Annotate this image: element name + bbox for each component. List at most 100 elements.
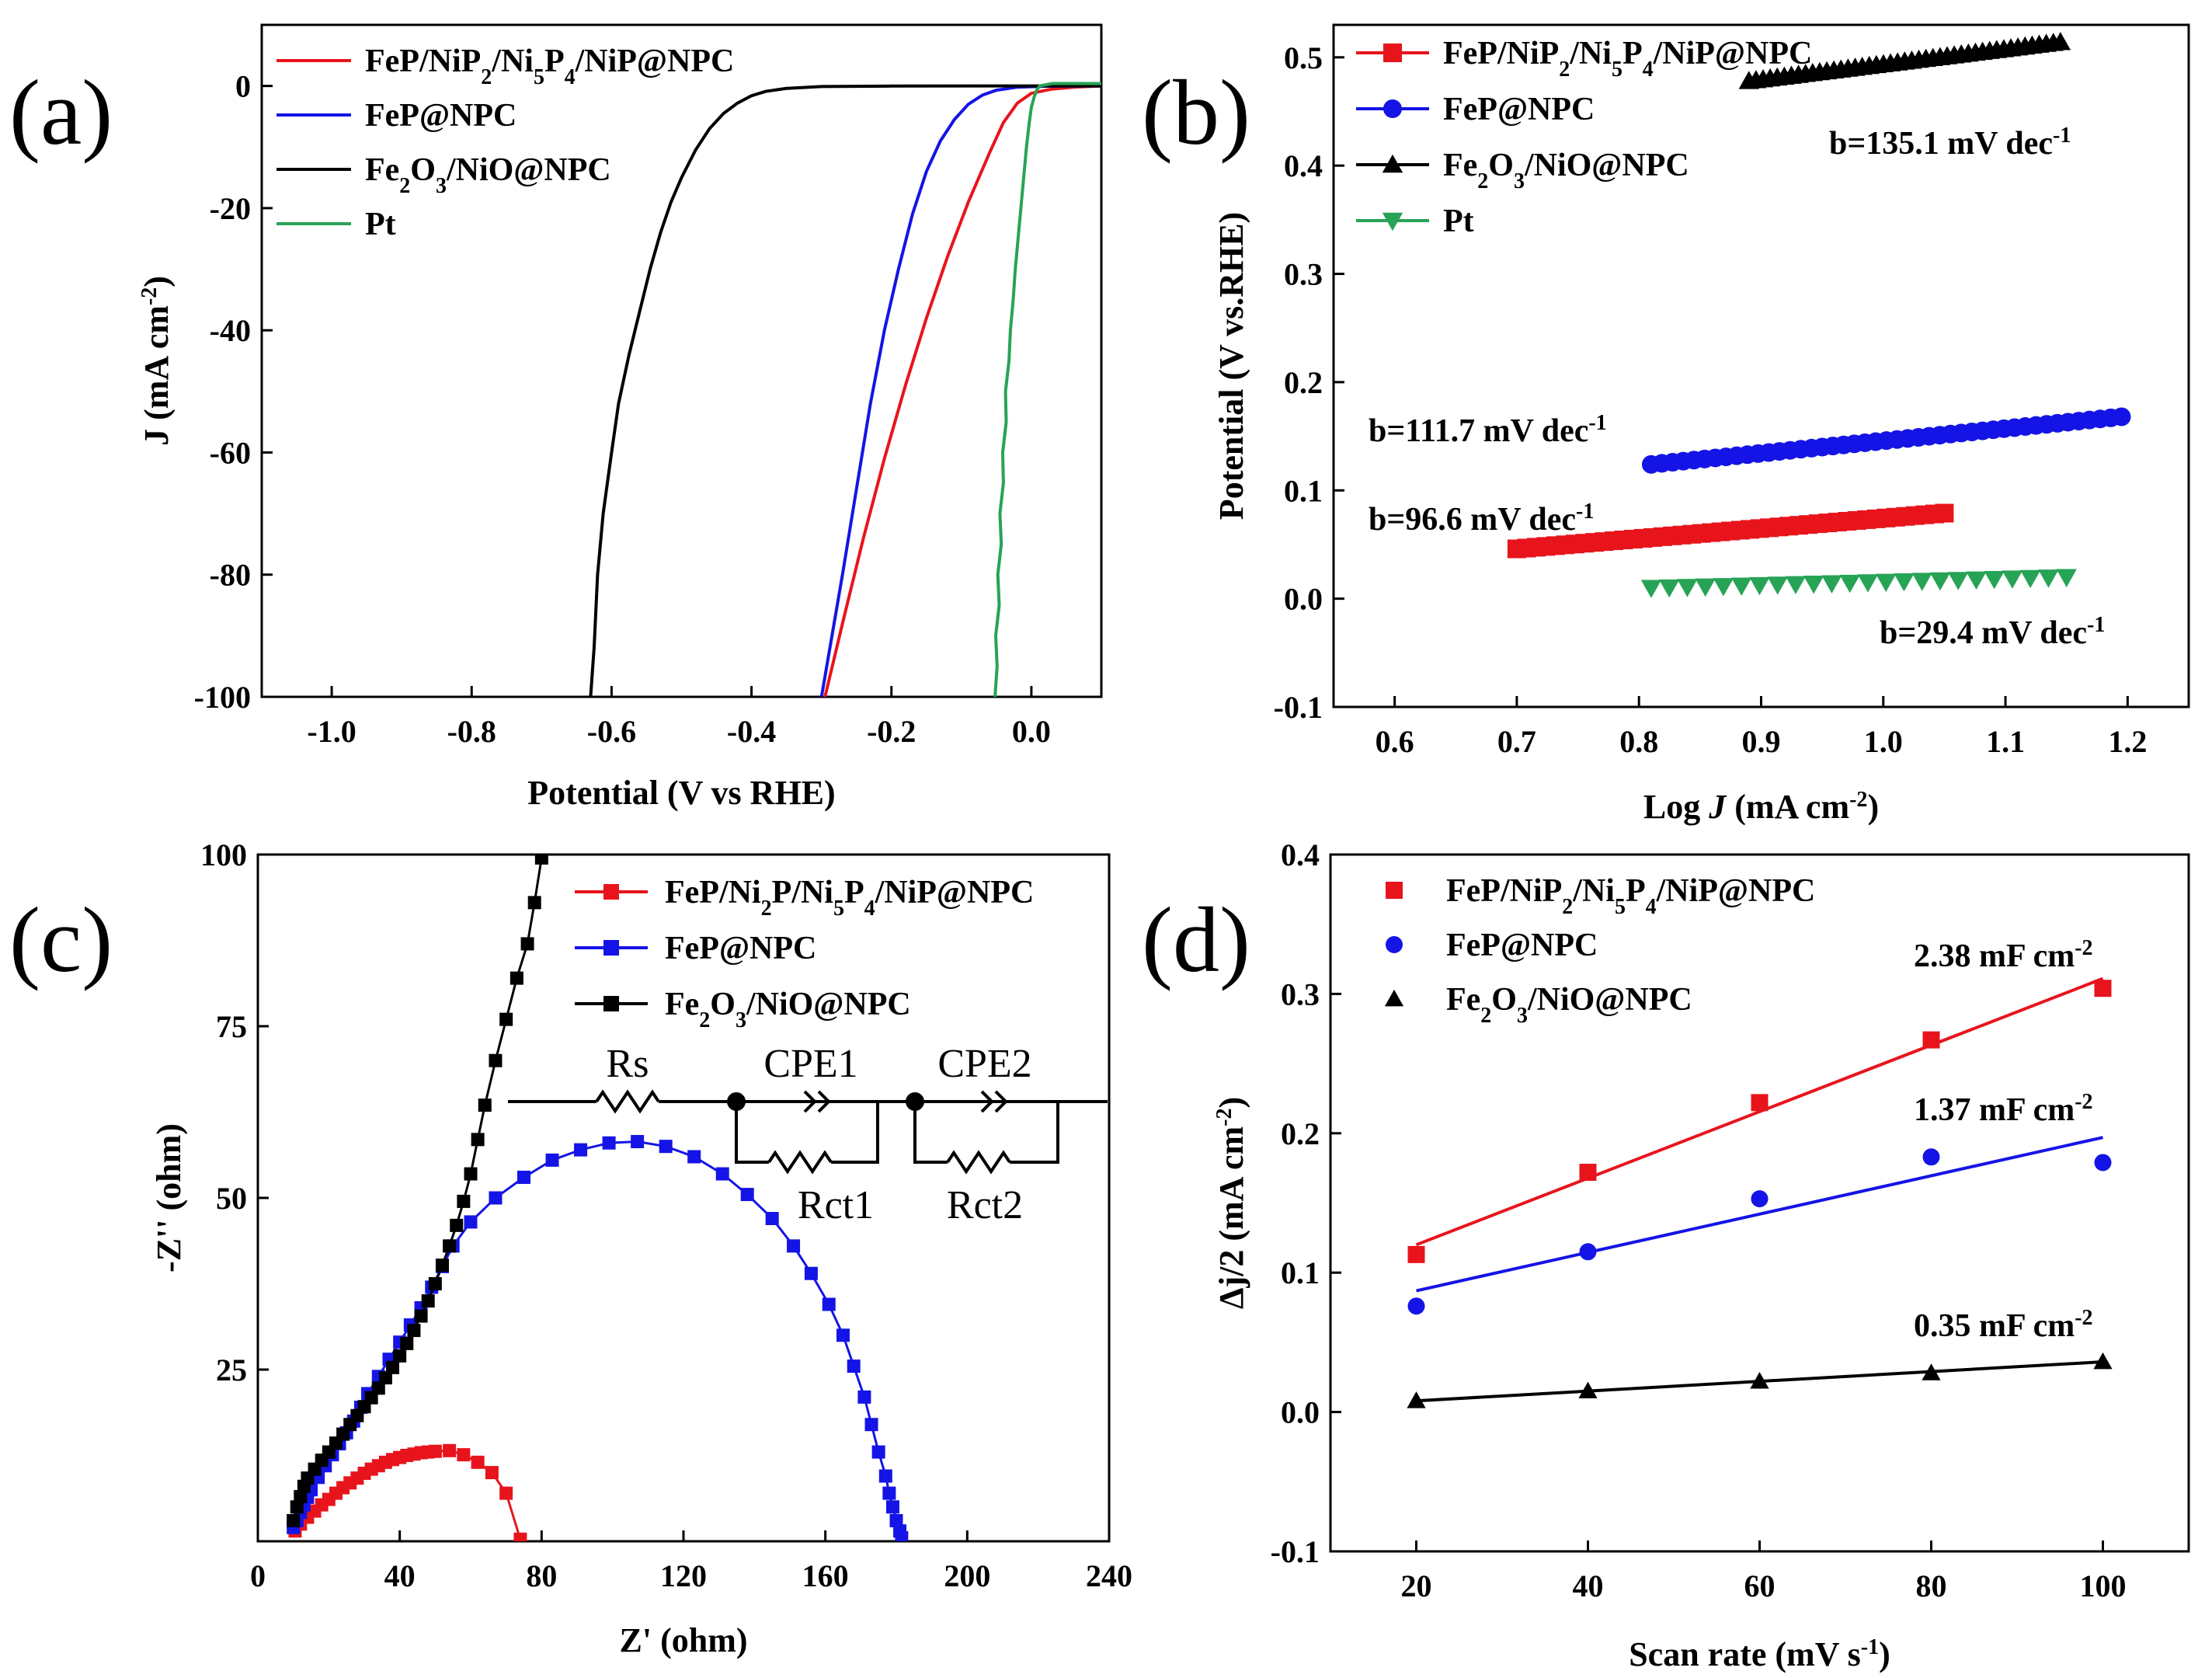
data-point bbox=[602, 1136, 616, 1150]
x-tick-label: -0.4 bbox=[727, 714, 776, 749]
y-axis-label: J (mA cm-2) bbox=[137, 276, 176, 446]
data-point bbox=[386, 1360, 400, 1374]
panel-label: (d) bbox=[1142, 888, 1250, 991]
panel-label: (b) bbox=[1142, 61, 1250, 164]
x-tick-label: 0.6 bbox=[1376, 724, 1414, 759]
data-point bbox=[378, 1371, 392, 1385]
legend-marker bbox=[603, 884, 619, 900]
data-point bbox=[513, 1532, 527, 1541]
data-point bbox=[1948, 572, 1969, 590]
circuit-label-rct1: Rct1 bbox=[798, 1183, 874, 1227]
x-axis-label: Potential (V vs RHE) bbox=[527, 774, 835, 812]
legend-label: FeP@NPC bbox=[1446, 928, 1598, 963]
y-axis-label: Potential (V vs.RHE) bbox=[1212, 212, 1250, 520]
data-point bbox=[895, 1531, 909, 1541]
data-point bbox=[885, 1500, 899, 1514]
x-tick-label: 0.7 bbox=[1497, 724, 1536, 759]
slope-annotation: b=29.4 mV dec-1 bbox=[1880, 613, 2105, 652]
data-point bbox=[2020, 569, 2041, 589]
y-tick-label: 0.0 bbox=[1284, 582, 1323, 617]
y-tick-label: -20 bbox=[210, 191, 251, 226]
data-point bbox=[2094, 980, 2112, 997]
y-tick-label: 0.3 bbox=[1284, 257, 1323, 292]
y-tick-label: 0.0 bbox=[1281, 1395, 1320, 1430]
y-tick-label: -0.1 bbox=[1271, 1534, 1320, 1569]
x-tick-label: 160 bbox=[802, 1558, 849, 1593]
data-point bbox=[1407, 1245, 1425, 1263]
data-point bbox=[1730, 577, 1752, 596]
data-point bbox=[1767, 576, 1788, 595]
x-tick-label: 80 bbox=[526, 1558, 557, 1593]
series-line-black bbox=[589, 84, 1101, 697]
x-tick-label: 200 bbox=[944, 1558, 990, 1593]
x-tick-label: 0 bbox=[250, 1558, 266, 1593]
superscript: -2 bbox=[2075, 1090, 2092, 1114]
x-axis-label: Scan rate (mV s-1) bbox=[1629, 1635, 1890, 1674]
data-point bbox=[2094, 1154, 2112, 1171]
data-point bbox=[443, 1239, 457, 1253]
subscript: 2 bbox=[1480, 1004, 1491, 1028]
data-point bbox=[878, 1469, 892, 1483]
subscript: 4 bbox=[864, 896, 875, 921]
slope-annotation: b=135.1 mV dec-1 bbox=[1829, 124, 2071, 162]
y-tick-label: 100 bbox=[200, 837, 247, 872]
y-tick-label: -0.1 bbox=[1274, 690, 1323, 725]
resistor-rs bbox=[595, 1089, 660, 1114]
x-tick-label: 40 bbox=[1573, 1568, 1604, 1603]
data-point bbox=[435, 1258, 449, 1272]
superscript: -2 bbox=[2075, 936, 2092, 960]
data-point bbox=[428, 1277, 442, 1290]
x-axis-label: Z' (ohm) bbox=[620, 1621, 748, 1659]
data-point bbox=[1966, 571, 1987, 590]
legend-marker bbox=[1386, 936, 1403, 953]
x-tick-label: 40 bbox=[384, 1558, 416, 1593]
data-point bbox=[414, 1309, 428, 1323]
data-point bbox=[1695, 578, 1716, 597]
x-tick-label: 0.0 bbox=[1012, 714, 1051, 749]
data-point bbox=[489, 1053, 503, 1067]
circuit-label-rs: Rs bbox=[607, 1042, 649, 1086]
circuit-label-rct2: Rct2 bbox=[947, 1183, 1023, 1227]
data-point bbox=[1407, 1391, 1426, 1408]
superscript: -2 bbox=[137, 287, 162, 305]
data-point bbox=[687, 1150, 701, 1164]
circuit-label-cpe1: CPE1 bbox=[763, 1042, 857, 1086]
data-point bbox=[471, 1133, 485, 1147]
data-point bbox=[2050, 32, 2071, 50]
data-point bbox=[2002, 570, 2023, 589]
y-axis-label: -Z'' (ohm) bbox=[150, 1123, 188, 1272]
data-point bbox=[882, 1486, 896, 1500]
data-point bbox=[1751, 1190, 1769, 1208]
circuit-wire bbox=[1010, 1102, 1059, 1164]
data-point bbox=[1677, 579, 1698, 597]
y-tick-label: 0 bbox=[235, 69, 251, 104]
circuit-wire bbox=[913, 1102, 948, 1164]
data-point bbox=[421, 1294, 435, 1308]
data-point bbox=[2112, 407, 2131, 426]
y-axis-label: Δj/2 (mA cm-2) bbox=[1212, 1097, 1251, 1309]
data-point bbox=[1751, 1094, 1769, 1112]
legend-label: FeP/NiP2/Ni5P4/NiP@NPC bbox=[1443, 36, 1812, 82]
subscript: 2 bbox=[1477, 169, 1488, 193]
series-line-blue bbox=[819, 84, 1101, 697]
data-point bbox=[464, 1167, 478, 1181]
y-tick-label: 25 bbox=[216, 1352, 247, 1387]
subscript: 3 bbox=[1517, 1004, 1528, 1028]
data-point bbox=[471, 1455, 485, 1469]
capacitance-annotation: 2.38 mF cm-2 bbox=[1914, 936, 2093, 975]
y-tick-label: 50 bbox=[216, 1181, 247, 1216]
legend-label: Fe2O3/NiO@NPC bbox=[1446, 982, 1692, 1028]
subscript: 2 bbox=[699, 1008, 710, 1032]
legend-marker bbox=[1383, 44, 1402, 62]
superscript: -1 bbox=[1861, 1635, 1879, 1659]
subscript: 2 bbox=[399, 174, 410, 198]
data-point bbox=[1911, 573, 1932, 591]
legend-label: FeP@NPC bbox=[665, 931, 816, 966]
data-point bbox=[871, 1445, 885, 1459]
legend-label: FeP/NiP2/Ni5P4/NiP@NPC bbox=[365, 44, 734, 89]
x-tick-label: 80 bbox=[1916, 1568, 1947, 1603]
data-point bbox=[534, 855, 548, 865]
data-point bbox=[857, 1390, 871, 1404]
subscript: 2 bbox=[1559, 57, 1570, 82]
superscript: -1 bbox=[1576, 500, 1594, 524]
